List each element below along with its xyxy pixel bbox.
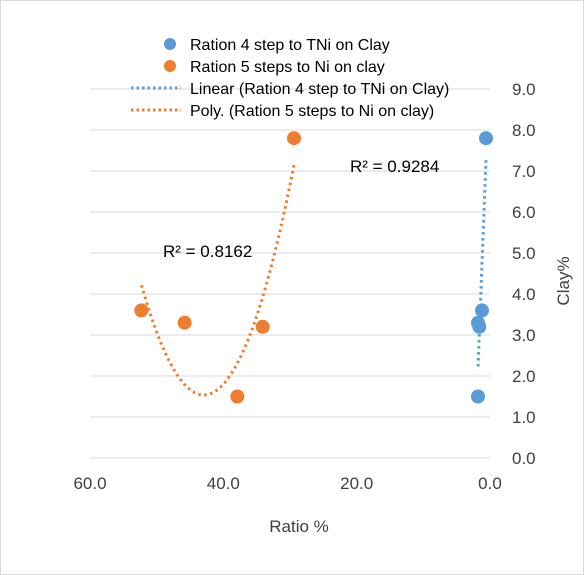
y-axis-ticks: 0.0 1.0 2.0 3.0 4.0 5.0 6.0 7.0 8.0 9.0 (512, 80, 536, 468)
y-tick-label-5: 5.0 (512, 244, 536, 263)
point-s1-0 (471, 389, 485, 404)
y-tick-label-1: 1.0 (512, 408, 536, 427)
x-tick-label-2: 20.0 (340, 474, 373, 493)
y-tick-label-9: 9.0 (512, 80, 536, 99)
point-s2-4 (287, 131, 301, 146)
gridlines (90, 88, 490, 459)
x-tick-label-1: 40.0 (207, 474, 240, 493)
legend-label-poly: Poly. (Ration 5 steps to Ni on clay) (190, 103, 434, 120)
point-s2-1 (177, 315, 192, 330)
y-tick-label-8: 8.0 (512, 121, 536, 140)
r2-label-poly: R² = 0.8162 (163, 242, 252, 261)
point-s1-2 (471, 315, 485, 330)
point-s1-3 (475, 303, 489, 318)
x-tick-label-0: 60.0 (73, 474, 106, 493)
y-tick-label-2: 2.0 (512, 367, 536, 386)
point-s2-3 (255, 319, 270, 334)
y-tick-label-3: 3.0 (512, 326, 536, 345)
y-tick-label-6: 6.0 (512, 203, 536, 222)
r2-label-linear: R² = 0.9284 (350, 157, 439, 176)
legend-label-series-1: Ration 4 step to TNi on Clay (190, 37, 390, 54)
legend-marker-series-2 (164, 60, 176, 72)
point-s2-0 (134, 303, 149, 318)
x-tick-label-3: 0.0 (478, 474, 502, 493)
y-tick-label-7: 7.0 (512, 162, 536, 181)
point-s2-2 (230, 389, 245, 404)
trendline-1 (139, 164, 296, 397)
y-tick-label-0: 0.0 (512, 449, 536, 468)
x-axis-title: Ratio % (269, 517, 329, 536)
trendline-0 (476, 160, 488, 369)
y-axis-title: Clay% (554, 256, 573, 305)
x-axis-ticks: 60.0 40.0 20.0 0.0 (73, 474, 501, 493)
trendlines (139, 160, 488, 397)
data-points (134, 131, 493, 404)
legend: Ration 4 step to TNi on Clay Ration 5 st… (131, 37, 449, 120)
y-tick-label-4: 4.0 (512, 285, 536, 304)
legend-label-linear: Linear (Ration 4 step to TNi on Clay) (190, 81, 449, 98)
point-s1-4 (479, 131, 493, 146)
legend-marker-series-1 (164, 38, 176, 50)
legend-label-series-2: Ration 5 steps to Ni on clay (190, 59, 385, 76)
